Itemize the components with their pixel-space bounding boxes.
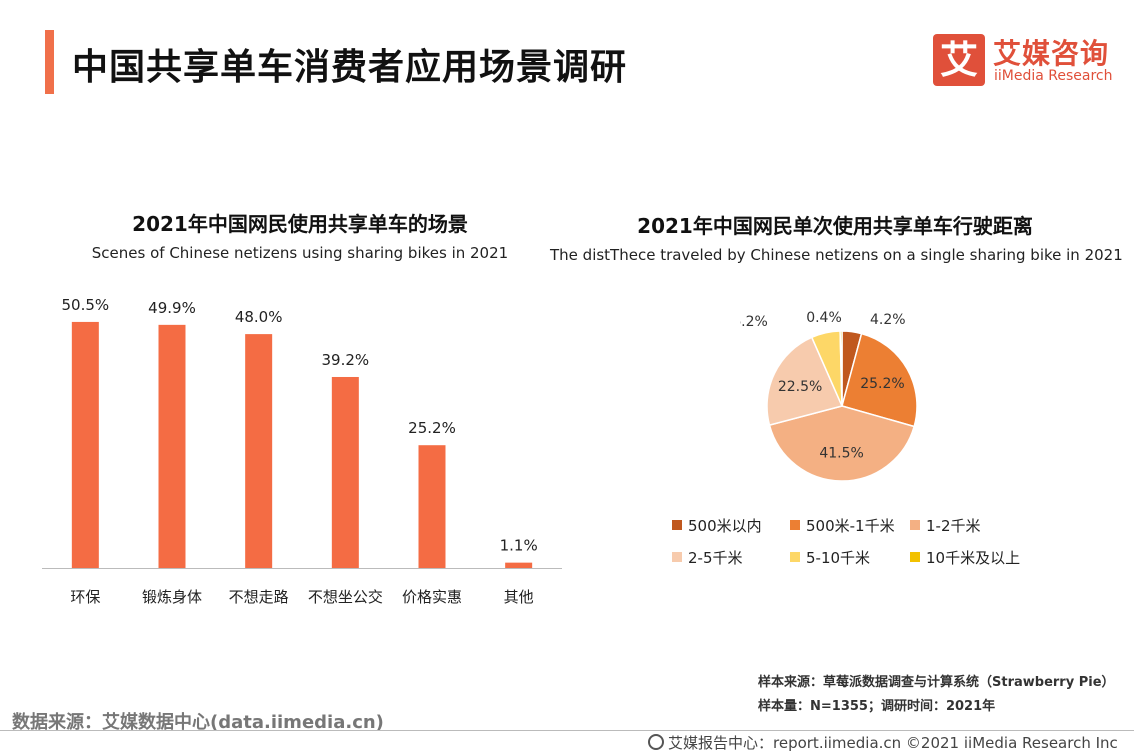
legend-item: 2-5千米 xyxy=(672,547,743,568)
bar-category-label: 锻炼身体 xyxy=(142,588,202,606)
page-title: 中国共享单车消费者应用场景调研 xyxy=(72,47,628,88)
legend-label: 500米-1千米 xyxy=(806,517,895,535)
pie-value-label: 22.5% xyxy=(778,379,822,395)
pie-value-label: 4.2% xyxy=(870,312,906,328)
bar-1 xyxy=(158,324,186,568)
legend-swatch xyxy=(910,552,920,562)
legend-label: 500米以内 xyxy=(688,517,762,535)
title-accent-bar xyxy=(45,30,54,94)
logo-mark: 艾 xyxy=(933,34,985,86)
logo-chinese-name: 艾媒咨询 xyxy=(993,37,1110,70)
legend-swatch xyxy=(672,520,682,530)
legend-item: 10千米及以上 xyxy=(910,547,1020,568)
pie-slice-3 xyxy=(766,336,844,427)
bar-value-label: 1.1% xyxy=(500,537,538,555)
data-source: 数据来源：艾媒数据中心(data.iimedia.cn) xyxy=(12,712,384,733)
bar-chart: 50.5% 环保 49.9% 锻炼身体 48.0% 不想走路 39.2% 不想坐公交 25.2%… xyxy=(42,296,562,606)
legend-item: 500米-1千米 xyxy=(790,515,895,536)
footer-divider xyxy=(0,730,1134,731)
legend-label: 5-10千米 xyxy=(806,549,871,567)
footer-credit: 艾媒报告中心：report.iimedia.cn ©2021 iiMedia R… xyxy=(648,732,1118,753)
pie-slice-1 xyxy=(841,332,918,428)
brand-logo: 艾 艾媒咨询 iiMedia Research xyxy=(933,34,1113,88)
pie-chart: 4.2% 25.2% 41.5% 22.5% 6.2% 0.4% xyxy=(740,310,918,482)
globe-icon xyxy=(648,734,664,750)
legend-label: 2-5千米 xyxy=(688,549,743,567)
legend-swatch xyxy=(790,520,800,530)
logo-english-name: iiMedia Research xyxy=(994,68,1113,84)
sample-size-note: 样本量：N=1355；调研时间：2021年 xyxy=(758,699,996,714)
legend-item: 5-10千米 xyxy=(790,547,870,568)
pie-value-label: 0.4% xyxy=(806,310,842,326)
legend-swatch xyxy=(790,552,800,562)
pie-chart-title: 2021年中国网民单次使用共享单车行驶距离 xyxy=(637,214,1033,238)
pie-chart-subtitle: The distThece traveled by Chinese netize… xyxy=(550,246,1123,264)
bar-chart-subtitle: Scenes of Chinese netizens using sharing… xyxy=(91,244,509,262)
pie-slice-5 xyxy=(839,330,843,407)
bar-category-label: 不想走路 xyxy=(229,588,289,606)
bar-category-label: 环保 xyxy=(70,588,100,606)
pie-value-label: 41.5% xyxy=(819,445,863,461)
legend-swatch xyxy=(910,520,920,530)
bar-value-label: 39.2% xyxy=(322,351,370,369)
pie-value-label: 25.2% xyxy=(860,376,904,392)
bar-4 xyxy=(418,445,446,568)
legend-item: 500米以内 xyxy=(672,515,762,536)
legend-item: 1-2千米 xyxy=(910,515,981,536)
bar-category-label: 其他 xyxy=(504,588,534,606)
legend-label: 1-2千米 xyxy=(926,517,981,535)
pie-slice-2 xyxy=(768,405,916,482)
pie-value-label: 6.2% xyxy=(740,314,768,330)
footer-credit-text: 艾媒报告中心：report.iimedia.cn ©2021 iiMedia R… xyxy=(668,734,1118,752)
bar-value-label: 48.0% xyxy=(235,308,283,326)
bar-5 xyxy=(505,562,533,568)
bar-2 xyxy=(245,334,273,568)
bar-value-label: 25.2% xyxy=(408,419,456,437)
bar-0 xyxy=(71,321,99,568)
bar-chart-title: 2021年中国网民使用共享单车的场景 xyxy=(132,212,468,236)
bar-3 xyxy=(331,376,359,568)
bar-category-label: 不想坐公交 xyxy=(308,588,383,606)
legend-label: 10千米及以上 xyxy=(926,549,1021,567)
sample-source-note: 样本来源：草莓派数据调查与计算系统（Strawberry Pie） xyxy=(758,675,1115,690)
bar-value-label: 49.9% xyxy=(148,299,196,317)
bar-value-label: 50.5% xyxy=(62,296,110,314)
legend-swatch xyxy=(672,552,682,562)
bar-category-label: 价格实惠 xyxy=(402,588,462,606)
